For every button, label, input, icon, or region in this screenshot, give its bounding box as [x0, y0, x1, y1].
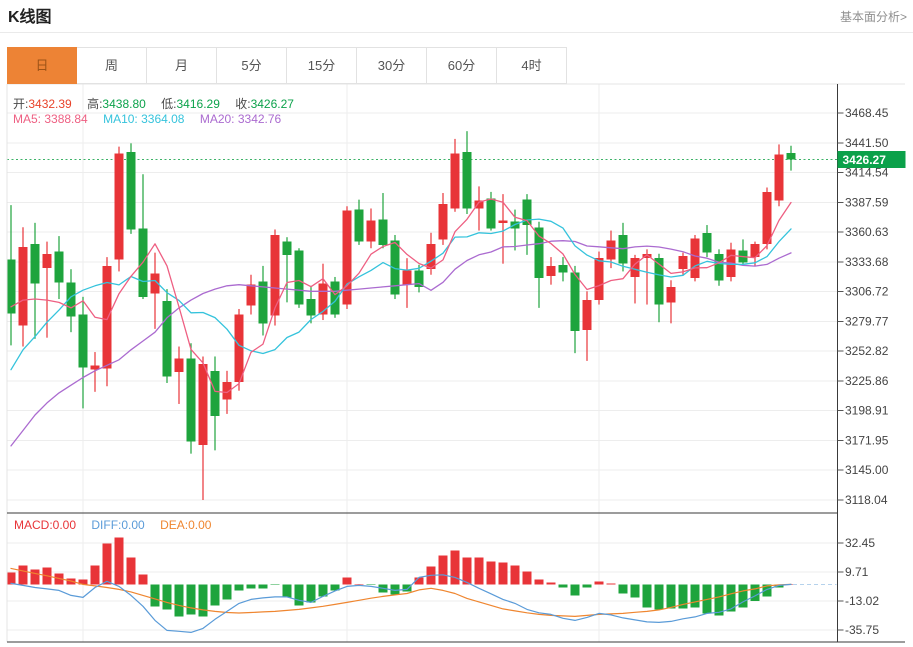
svg-text:3225.86: 3225.86	[845, 374, 889, 388]
svg-text:9.71: 9.71	[845, 565, 869, 579]
svg-text:-35.75: -35.75	[845, 623, 879, 637]
svg-text:3279.77: 3279.77	[845, 314, 889, 328]
ohlc-legend: 开:3432.39 高:3438.80 低:3416.29 收:3426.27	[13, 95, 306, 112]
svg-text:3468.45: 3468.45	[845, 106, 889, 120]
svg-text:-13.02: -13.02	[845, 594, 879, 608]
tab-day[interactable]: 日	[7, 47, 77, 84]
ma20-legend: MA20: 3342.76	[199, 112, 282, 126]
svg-text:3145.00: 3145.00	[845, 463, 889, 477]
svg-text:3171.95: 3171.95	[845, 433, 889, 447]
ohlc-high: 高:3438.80	[87, 97, 146, 111]
fundamental-analysis-link[interactable]: 基本面分析>	[839, 10, 907, 24]
macd-value: MACD:0.00	[14, 518, 77, 532]
tab-15min[interactable]: 15分	[287, 47, 357, 84]
ohlc-low: 低:3416.29	[161, 97, 220, 111]
diff-value: DIFF:0.00	[91, 518, 145, 532]
ma-legend: MA5: 3388.84 MA10: 3364.08 MA20: 3342.76	[13, 112, 293, 126]
title-divider	[0, 32, 913, 33]
svg-text:32.45: 32.45	[845, 536, 875, 550]
svg-text:3387.59: 3387.59	[845, 195, 889, 209]
svg-text:3426.27: 3426.27	[843, 153, 887, 167]
tab-5min[interactable]: 5分	[217, 47, 287, 84]
svg-text:3360.63: 3360.63	[845, 225, 889, 239]
ma10-legend: MA10: 3364.08	[103, 112, 185, 126]
tab-month[interactable]: 月	[147, 47, 217, 84]
svg-text:3118.04: 3118.04	[845, 493, 888, 507]
tab-60min[interactable]: 60分	[427, 47, 497, 84]
period-tabs: 日 周 月 5分 15分 30分 60分 4时	[7, 47, 567, 84]
dea-value: DEA:0.00	[160, 518, 212, 532]
svg-text:3198.91: 3198.91	[845, 404, 889, 418]
svg-text:3252.82: 3252.82	[845, 344, 889, 358]
page-title: K线图	[8, 9, 52, 26]
ma5-legend: MA5: 3388.84	[13, 112, 88, 126]
svg-text:3441.50: 3441.50	[845, 136, 889, 150]
tab-4hour[interactable]: 4时	[497, 47, 567, 84]
macd-legend: MACD:0.00 DIFF:0.00 DEA:0.00	[14, 518, 223, 532]
tab-30min[interactable]: 30分	[357, 47, 427, 84]
svg-text:3306.72: 3306.72	[845, 285, 889, 299]
svg-text:3414.54: 3414.54	[845, 166, 889, 180]
svg-text:3333.68: 3333.68	[845, 255, 889, 269]
ohlc-close: 收:3426.27	[235, 97, 294, 111]
ohlc-open: 开:3432.39	[13, 97, 72, 111]
tab-week[interactable]: 周	[77, 47, 147, 84]
